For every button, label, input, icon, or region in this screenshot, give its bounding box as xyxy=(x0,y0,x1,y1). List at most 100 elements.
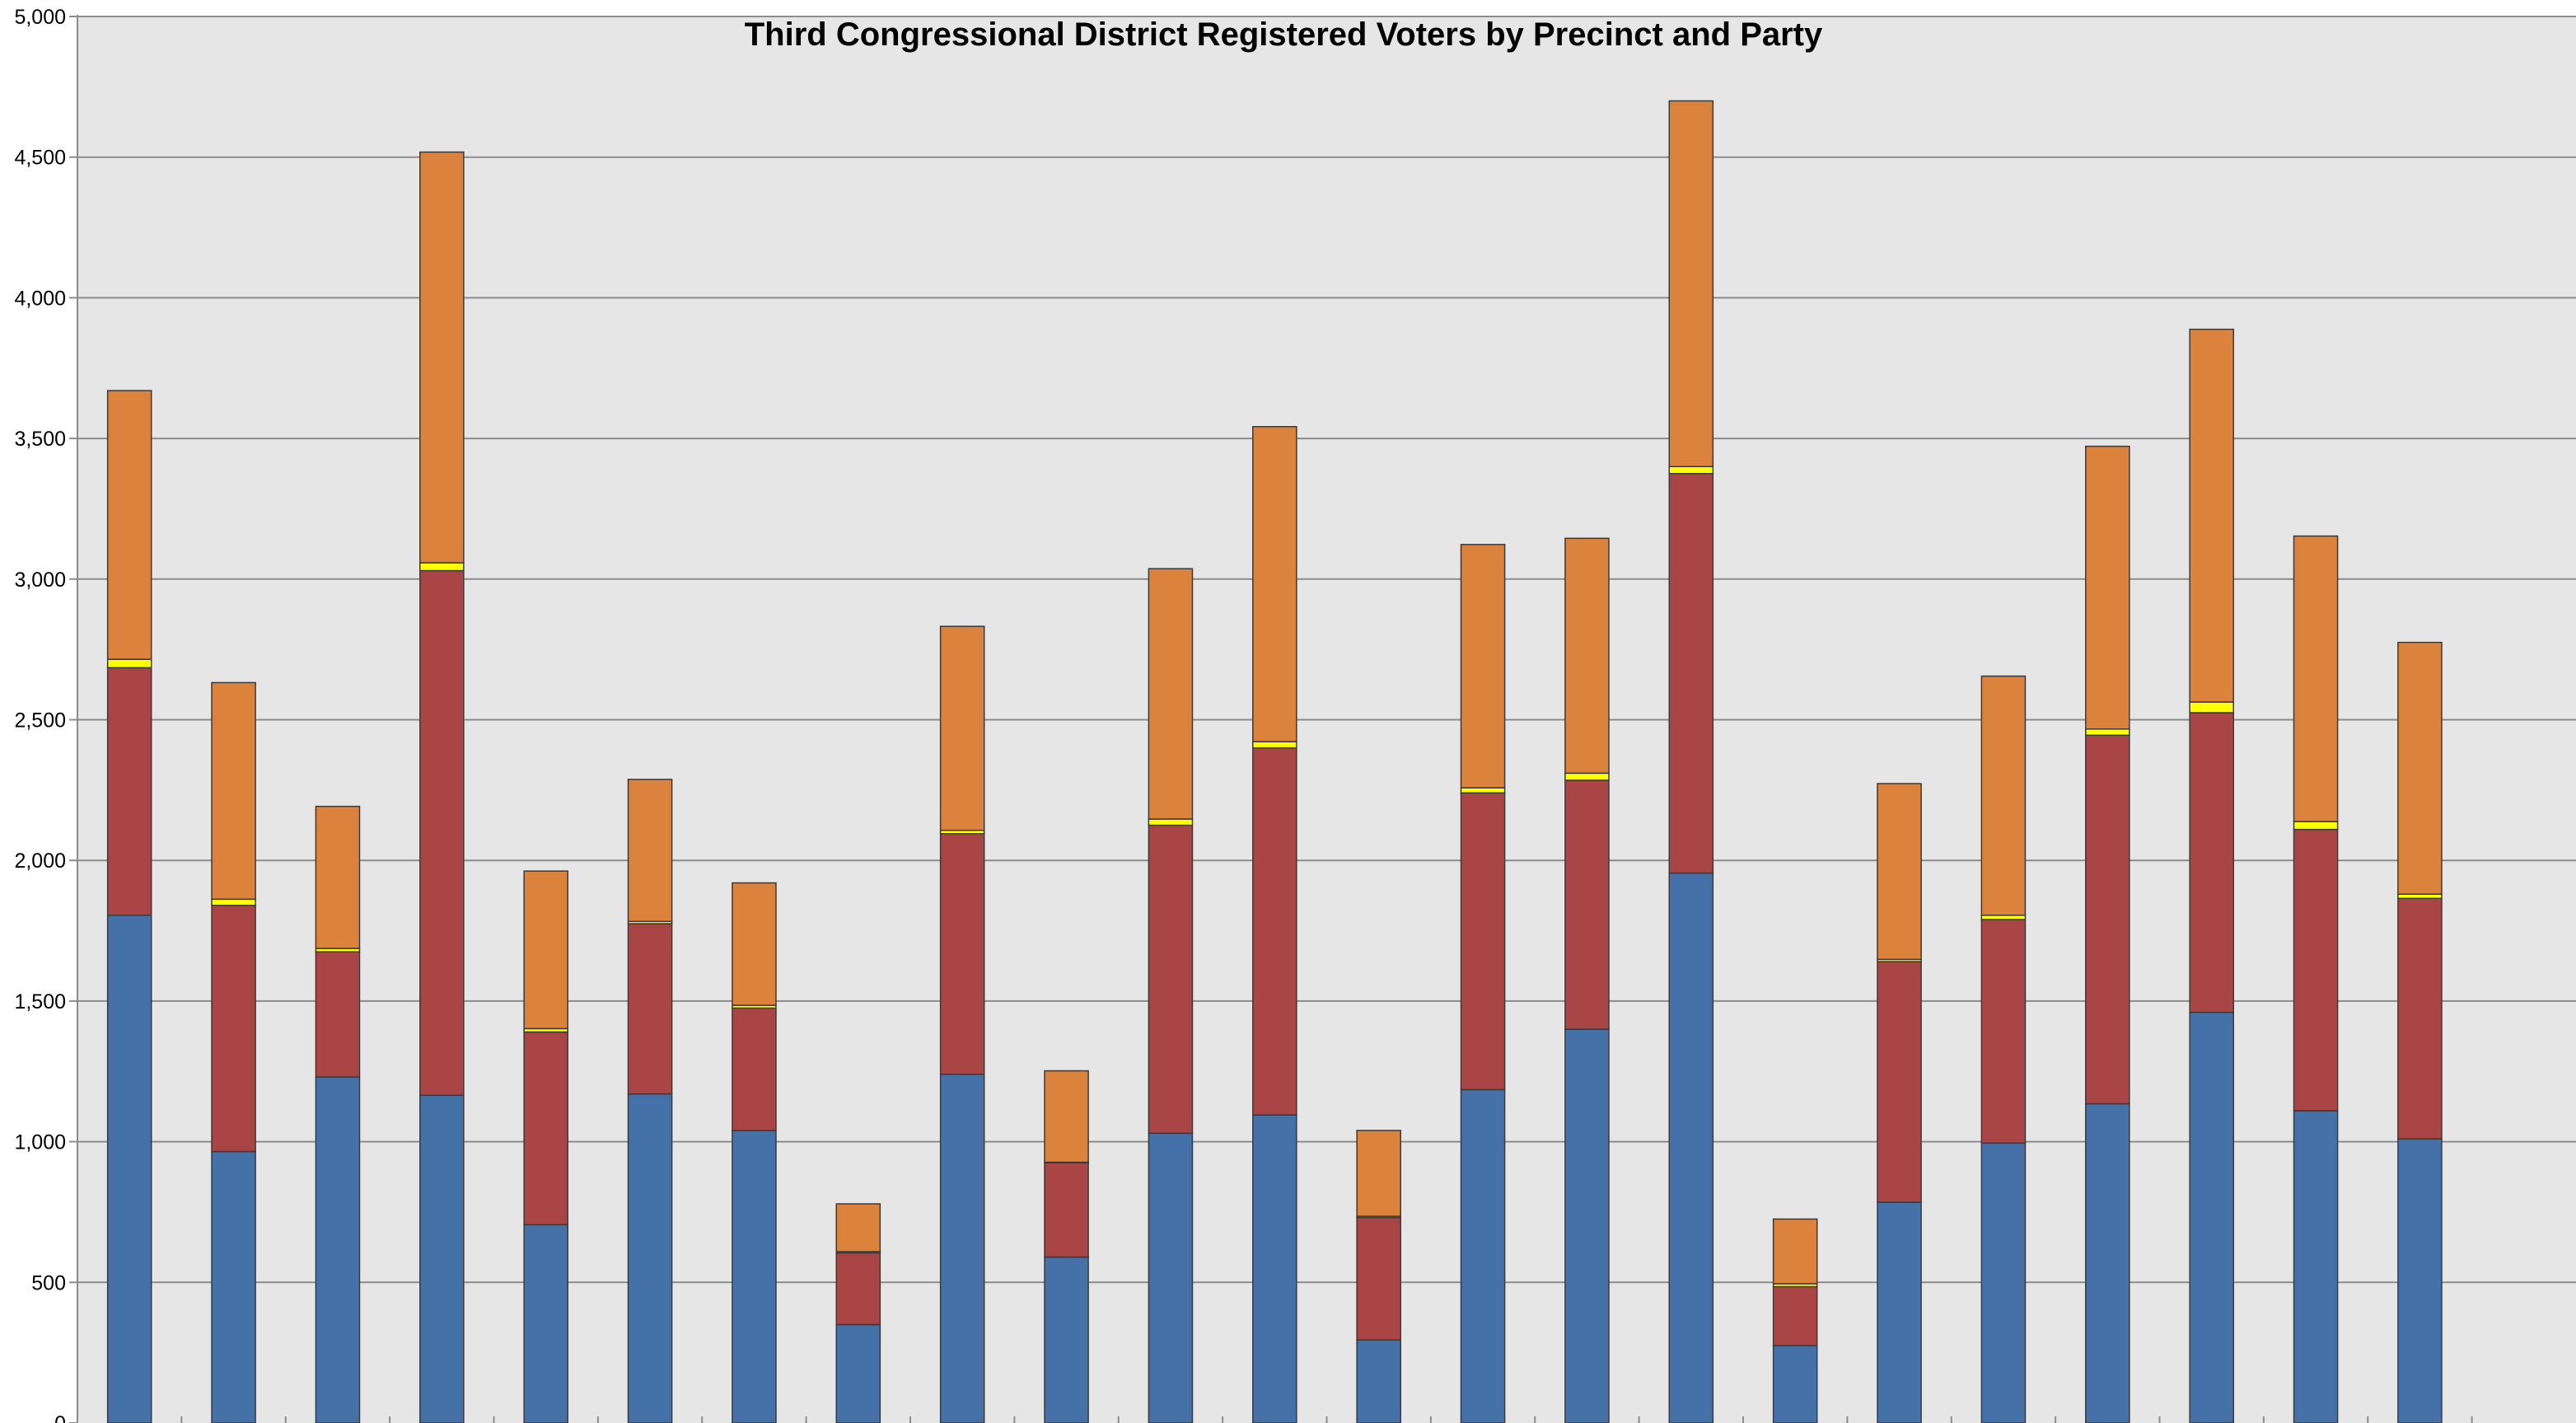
bar-segment-series-3 xyxy=(1252,741,1297,749)
bar-segment-series-4 xyxy=(1564,537,1610,775)
bar-segment-series-1 xyxy=(627,1093,673,1423)
bars xyxy=(106,100,2443,1423)
bar-stack xyxy=(2085,445,2130,1423)
gridlines xyxy=(77,16,2576,1284)
bar-segment-series-2 xyxy=(106,667,152,916)
y-tick-label: 0 xyxy=(54,1412,66,1423)
bar-segment-series-4 xyxy=(1980,675,2027,916)
bar-segment-series-2 xyxy=(1148,824,1194,1135)
axes: 0 500 1,000 1,500 2,000 2,500 3,000 3,500 4,000 4… xyxy=(14,6,2473,1423)
bar-stack xyxy=(211,681,256,1423)
bar-segment-series-3 xyxy=(1564,772,1610,781)
bar-segment-series-2 xyxy=(1980,919,2027,1144)
bar-segment-series-1 xyxy=(106,915,152,1423)
bar-segment-series-2 xyxy=(419,569,465,1097)
bar-segment-series-1 xyxy=(2293,1110,2339,1423)
bar-segment-series-1 xyxy=(1668,872,1714,1423)
bar-segment-series-1 xyxy=(2085,1102,2130,1423)
bar-segment-series-4 xyxy=(2293,535,2339,822)
bar-segment-series-3 xyxy=(211,898,256,906)
bar-segment-series-4 xyxy=(2189,328,2234,703)
bar-segment-series-3 xyxy=(1980,915,2027,920)
bar-stack xyxy=(1668,100,1714,1423)
bar-stack xyxy=(1356,1130,1401,1423)
bar-segment-series-3 xyxy=(419,562,465,572)
bar-segment-series-1 xyxy=(835,1323,881,1423)
bar-segment-series-2 xyxy=(732,1007,777,1131)
y-tick-label: 4,000 xyxy=(14,287,66,310)
bar-segment-series-2 xyxy=(627,923,673,1095)
y-tick-label: 2,000 xyxy=(14,850,66,873)
bar-segment-series-2 xyxy=(1252,747,1297,1116)
bar-segment-series-1 xyxy=(211,1150,256,1423)
bar-segment-series-3 xyxy=(1460,787,1506,794)
bar-stack xyxy=(1148,568,1194,1423)
bar-segment-series-1 xyxy=(315,1076,361,1423)
bar-segment-series-4 xyxy=(1044,1070,1089,1163)
bar-segment-series-4 xyxy=(1460,544,1506,789)
bar-segment-series-4 xyxy=(2085,445,2130,730)
bar-segment-series-3 xyxy=(2397,893,2443,900)
bar-stack xyxy=(627,779,673,1423)
bar-segment-series-2 xyxy=(1356,1217,1401,1341)
bar-stack xyxy=(1044,1070,1089,1423)
bar-stack xyxy=(2293,535,2339,1423)
bar-segment-series-4 xyxy=(1148,568,1194,820)
bar-segment-series-1 xyxy=(419,1094,465,1423)
bar-segment-series-2 xyxy=(1877,961,1922,1203)
bar-segment-series-4 xyxy=(315,805,361,949)
bar-segment-series-2 xyxy=(1044,1162,1089,1258)
bar-stack xyxy=(1772,1218,1818,1423)
bar-segment-series-3 xyxy=(2293,821,2339,831)
bar-stack xyxy=(1980,675,2027,1423)
bar-stack xyxy=(835,1203,881,1423)
bar-segment-series-4 xyxy=(732,882,777,1006)
bar-segment-series-2 xyxy=(835,1252,881,1326)
bar-segment-series-1 xyxy=(732,1130,777,1423)
bar-segment-series-4 xyxy=(523,870,568,1030)
y-tick-label: 5,000 xyxy=(14,6,66,29)
bar-stack xyxy=(939,625,985,1423)
bar-stack xyxy=(419,151,465,1423)
bar-segment-series-1 xyxy=(1460,1088,1506,1423)
bar-segment-series-2 xyxy=(939,833,985,1075)
bar-segment-series-1 xyxy=(939,1073,985,1423)
bar-segment-series-1 xyxy=(1980,1142,2027,1423)
bar-segment-series-1 xyxy=(1564,1028,1610,1423)
bar-segment-series-2 xyxy=(315,951,361,1078)
bar-segment-series-2 xyxy=(2189,712,2234,1013)
bar-stack xyxy=(2189,328,2234,1423)
bar-segment-series-2 xyxy=(1564,779,1610,1030)
bar-segment-series-1 xyxy=(1772,1345,1818,1423)
bar-stack xyxy=(2397,641,2443,1423)
bar-stack xyxy=(1877,783,1922,1423)
bar-segment-series-2 xyxy=(1460,792,1506,1091)
bar-segment-series-1 xyxy=(1044,1256,1089,1423)
bar-segment-series-1 xyxy=(1252,1114,1297,1423)
bar-segment-series-4 xyxy=(2397,641,2443,895)
bar-segment-series-2 xyxy=(2397,897,2443,1140)
bar-segment-series-1 xyxy=(1148,1132,1194,1423)
bar-stack xyxy=(1564,537,1610,1423)
y-tick-label: 1,000 xyxy=(14,1131,66,1154)
bar-segment-series-3 xyxy=(2085,728,2130,737)
bar-segment-series-1 xyxy=(1356,1339,1401,1423)
bar-segment-series-1 xyxy=(1877,1201,1922,1423)
bar-segment-series-2 xyxy=(211,905,256,1153)
bar-stack xyxy=(315,805,361,1423)
bar-segment-series-4 xyxy=(1252,426,1297,742)
bar-segment-series-4 xyxy=(939,625,985,831)
bar-segment-series-2 xyxy=(1772,1285,1818,1346)
y-tick-label: 1,500 xyxy=(14,990,66,1013)
chart-title: Third Congressional District Registered … xyxy=(745,16,1823,53)
y-tick-label: 4,500 xyxy=(14,147,66,170)
bar-segment-series-4 xyxy=(1772,1218,1818,1285)
bar-segment-series-4 xyxy=(106,390,152,660)
bar-segment-series-2 xyxy=(1668,473,1714,874)
bar-segment-series-2 xyxy=(2293,828,2339,1112)
bar-segment-series-4 xyxy=(1668,100,1714,467)
bar-segment-series-3 xyxy=(1668,466,1714,475)
bar-segment-series-2 xyxy=(523,1031,568,1226)
